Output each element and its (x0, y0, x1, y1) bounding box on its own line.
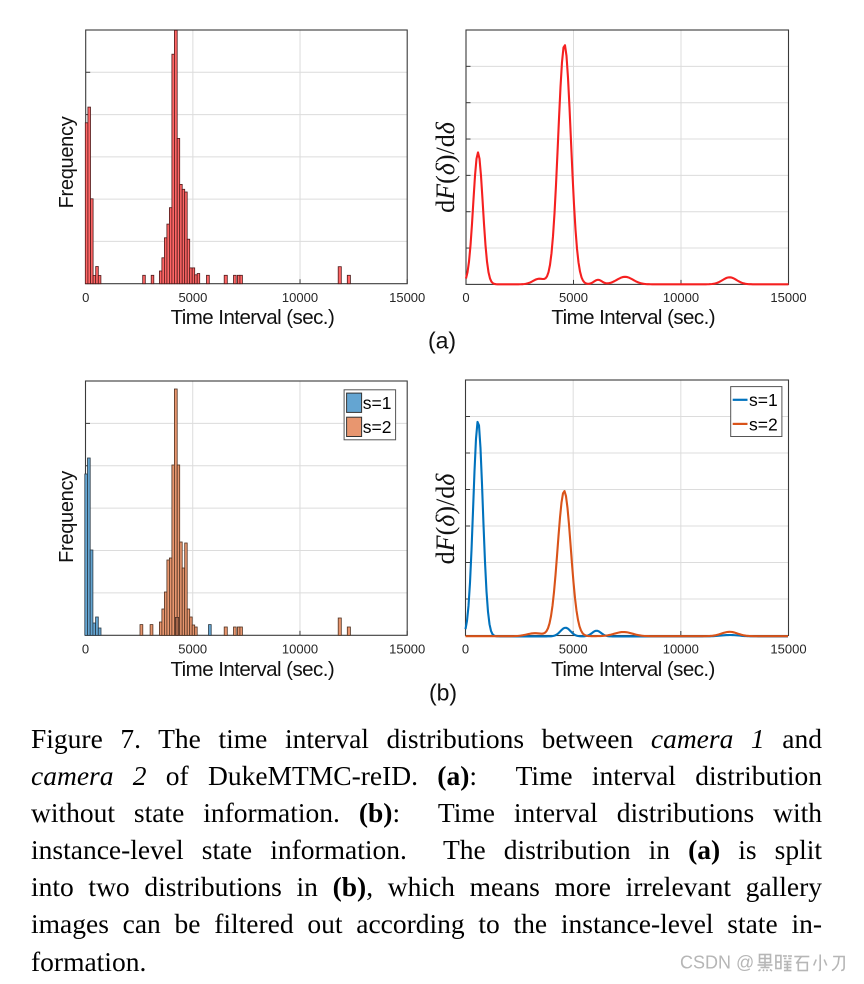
svg-text:dF(δ)/dδ: dF(δ)/dδ (431, 473, 460, 565)
svg-text:0: 0 (462, 641, 469, 656)
svg-text:Time Interval (sec.): Time Interval (sec.) (551, 306, 715, 329)
svg-text:15000: 15000 (389, 290, 425, 305)
svg-text:(a): (a) (428, 328, 456, 354)
svg-text:10000: 10000 (282, 290, 318, 305)
svg-text:Frequency: Frequency (56, 116, 78, 208)
svg-text:CSDN @: CSDN @ (680, 953, 754, 973)
svg-text:Frequency: Frequency (56, 471, 78, 563)
svg-text:15000: 15000 (389, 641, 425, 656)
svg-text:Time Interval (sec.): Time Interval (sec.) (171, 306, 335, 329)
svg-text:10000: 10000 (663, 290, 699, 305)
svg-text:5000: 5000 (559, 290, 588, 305)
svg-text:5000: 5000 (178, 641, 207, 656)
svg-text:5000: 5000 (178, 290, 207, 305)
svg-text:s=1: s=1 (749, 390, 778, 410)
svg-text:s=2: s=2 (363, 417, 392, 437)
svg-text:s=1: s=1 (363, 393, 392, 413)
svg-text:0: 0 (82, 641, 89, 656)
svg-text:Time Interval (sec.): Time Interval (sec.) (170, 658, 334, 681)
svg-text:Time Interval (sec.): Time Interval (sec.) (551, 658, 715, 681)
svg-text:s=2: s=2 (749, 414, 778, 434)
svg-text:10000: 10000 (282, 641, 318, 656)
svg-text:(b): (b) (429, 680, 457, 706)
svg-text:0: 0 (82, 290, 89, 305)
svg-text:15000: 15000 (770, 290, 806, 305)
svg-text:5000: 5000 (559, 641, 588, 656)
svg-text:dF(δ)/dδ: dF(δ)/dδ (431, 121, 460, 213)
svg-text:10000: 10000 (663, 641, 699, 656)
svg-text:0: 0 (462, 290, 469, 305)
svg-text:15000: 15000 (770, 641, 806, 656)
